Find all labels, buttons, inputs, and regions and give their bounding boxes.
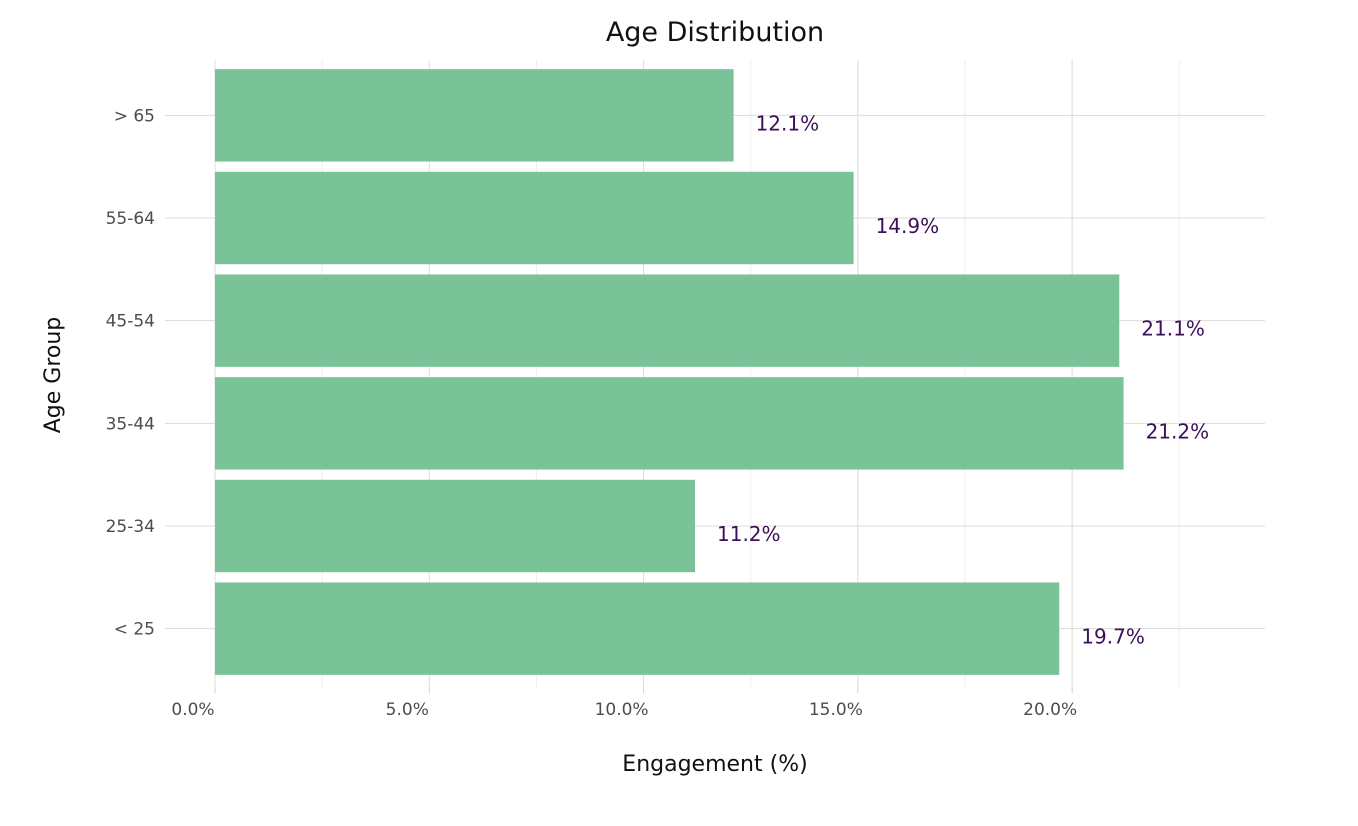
- data-label: 11.2%: [717, 522, 781, 546]
- chart-title: Age Distribution: [606, 17, 824, 48]
- x-tick-label: 15.0%: [809, 700, 863, 720]
- bar: [215, 69, 734, 162]
- bar: [215, 377, 1124, 470]
- data-labels: 19.7% 11.2% 21.2% 21.1% 14.9% 12.1%: [717, 111, 1209, 648]
- bars: [215, 69, 1124, 675]
- y-tick-label: < 25: [114, 620, 155, 640]
- bar: [215, 274, 1120, 367]
- x-axis-ticks: 0.0% 5.0% 10.0% 15.0% 20.0%: [171, 688, 1077, 720]
- y-tick-label: 45-54: [106, 312, 155, 332]
- data-label: 14.9%: [876, 214, 940, 238]
- y-tick-label: > 65: [114, 106, 155, 126]
- bar: [215, 479, 695, 573]
- x-axis-title: Engagement (%): [622, 752, 807, 777]
- x-tick-label: 20.0%: [1023, 700, 1077, 720]
- bar: [215, 582, 1060, 675]
- x-tick-label: 10.0%: [595, 700, 649, 720]
- data-label: 12.1%: [756, 111, 820, 135]
- y-axis-ticks: < 25 25-34 35-44 45-54 55-64 > 65: [106, 106, 155, 639]
- y-tick-label: 35-44: [106, 414, 155, 434]
- y-axis-title: Age Group: [41, 317, 66, 434]
- y-tick-label: 55-64: [106, 209, 155, 229]
- bar: [215, 171, 854, 265]
- x-tick-label: 0.0%: [171, 700, 214, 720]
- data-label: 21.1%: [1141, 317, 1205, 341]
- x-tick-label: 5.0%: [386, 700, 429, 720]
- y-tick-label: 25-34: [106, 517, 155, 537]
- data-label: 19.7%: [1081, 625, 1145, 649]
- data-label: 21.2%: [1146, 419, 1210, 443]
